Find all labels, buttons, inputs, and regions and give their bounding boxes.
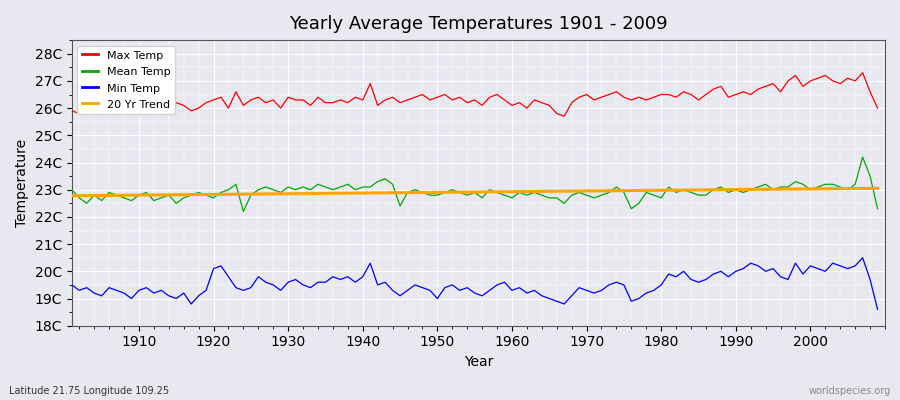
Text: worldspecies.org: worldspecies.org: [809, 386, 891, 396]
Y-axis label: Temperature: Temperature: [15, 139, 29, 227]
Title: Yearly Average Temperatures 1901 - 2009: Yearly Average Temperatures 1901 - 2009: [289, 15, 668, 33]
Text: Latitude 21.75 Longitude 109.25: Latitude 21.75 Longitude 109.25: [9, 386, 169, 396]
X-axis label: Year: Year: [464, 355, 493, 369]
Legend: Max Temp, Mean Temp, Min Temp, 20 Yr Trend: Max Temp, Mean Temp, Min Temp, 20 Yr Tre…: [77, 46, 176, 114]
